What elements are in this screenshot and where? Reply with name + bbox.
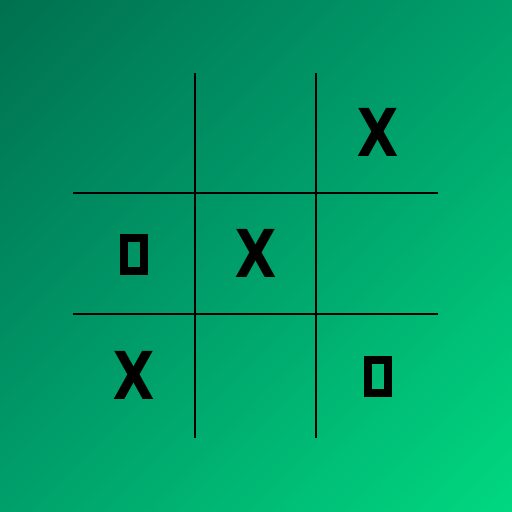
- cell-r2-c1[interactable]: [73, 194, 194, 315]
- cell-r3-c3[interactable]: [317, 316, 438, 437]
- o-mark: [119, 234, 148, 275]
- grid-line-vertical-2: [315, 73, 317, 438]
- grid-line-horizontal-1: [73, 192, 438, 194]
- cell-r1-c3[interactable]: X: [317, 73, 438, 194]
- cell-r1-c1[interactable]: [73, 73, 194, 194]
- grid-line-vertical-1: [194, 73, 196, 438]
- o-mark: [363, 356, 392, 397]
- cell-r2-c3[interactable]: [317, 194, 438, 315]
- cell-r3-c1[interactable]: X: [73, 316, 194, 437]
- grid-line-horizontal-2: [73, 313, 438, 315]
- cell-r2-c2[interactable]: X: [195, 194, 316, 315]
- x-mark: X: [112, 337, 155, 415]
- cell-r1-c2[interactable]: [195, 73, 316, 194]
- x-mark: X: [356, 94, 399, 172]
- x-mark: X: [234, 215, 277, 293]
- game-board: X X X: [73, 73, 438, 438]
- cell-r3-c2[interactable]: [195, 316, 316, 437]
